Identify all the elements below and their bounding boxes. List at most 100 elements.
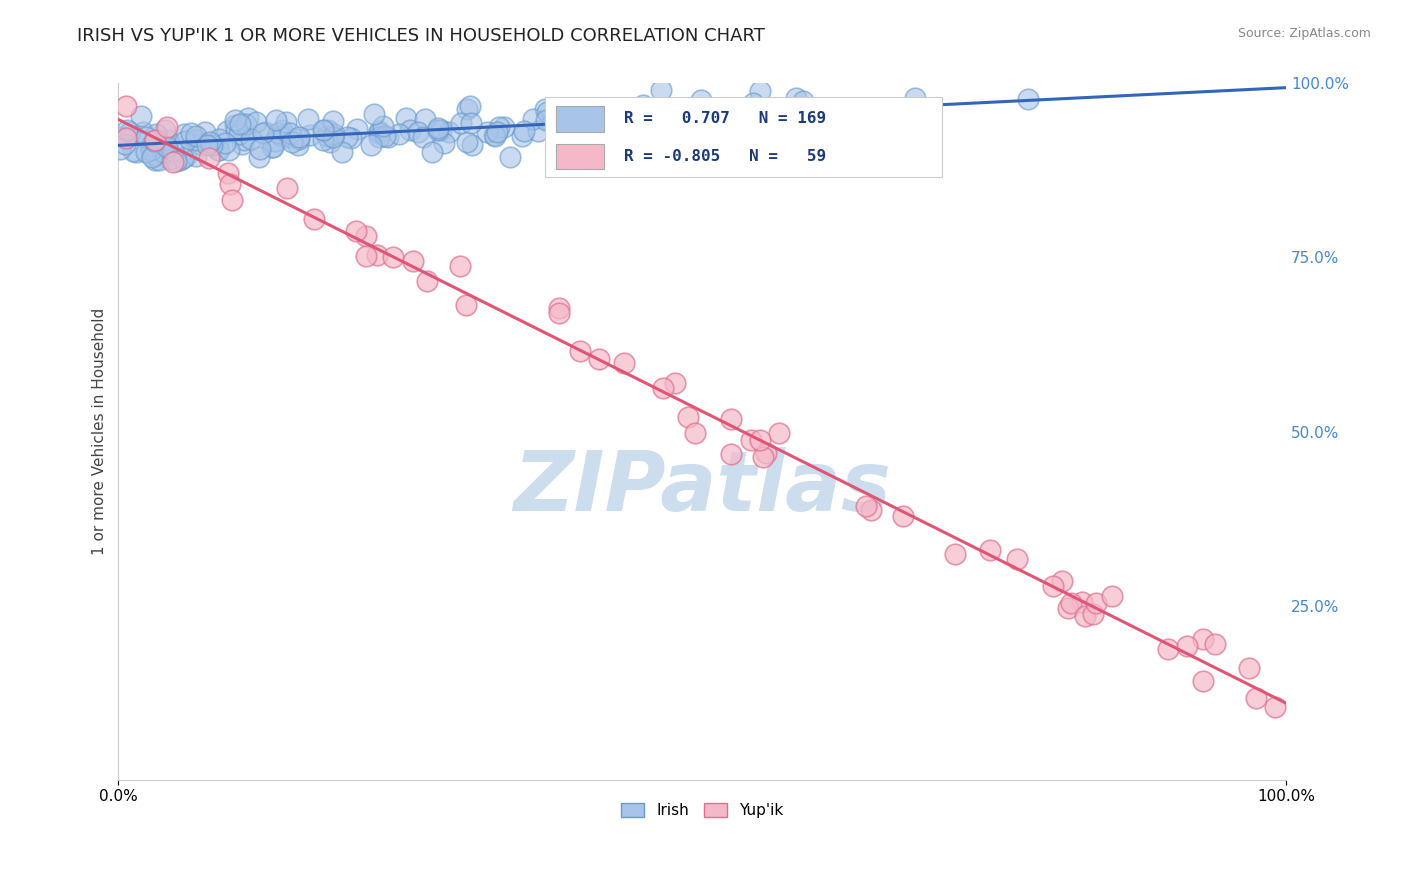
Point: [276, 181, 298, 195]
Point: [297, 112, 319, 126]
Point: [129, 110, 152, 124]
Point: [485, 125, 508, 139]
Text: ZIPatlas: ZIPatlas: [513, 447, 891, 528]
Point: [143, 133, 166, 147]
Point: [650, 83, 672, 97]
Point: [344, 224, 367, 238]
Point: [668, 104, 690, 119]
Point: [477, 125, 499, 139]
Point: [720, 412, 742, 426]
Point: [554, 121, 576, 136]
Point: [740, 433, 762, 447]
Point: [1156, 642, 1178, 657]
Point: [1175, 640, 1198, 654]
Point: [1005, 551, 1028, 566]
Point: [260, 140, 283, 154]
Point: [139, 143, 162, 157]
Point: [810, 112, 832, 127]
Point: [534, 112, 557, 127]
Point: [433, 136, 456, 150]
Point: [943, 547, 966, 561]
Point: [553, 117, 575, 131]
Point: [214, 136, 236, 150]
Point: [245, 115, 267, 129]
Point: [755, 446, 778, 460]
Point: [412, 130, 434, 145]
Point: [748, 433, 770, 447]
Point: [322, 130, 344, 145]
Point: [302, 212, 325, 227]
Point: [336, 130, 359, 145]
Point: [156, 120, 179, 135]
Point: [198, 136, 221, 150]
Point: [630, 117, 652, 131]
Point: [153, 123, 176, 137]
Point: [195, 137, 218, 152]
Point: [574, 111, 596, 125]
Point: [655, 109, 678, 123]
Point: [218, 143, 240, 157]
Point: [685, 425, 707, 440]
Point: [125, 145, 148, 160]
Point: [830, 102, 852, 116]
Point: [613, 356, 636, 370]
Point: [148, 153, 170, 167]
Point: [172, 151, 194, 165]
Point: [236, 111, 259, 125]
Point: [132, 125, 155, 139]
Point: [456, 102, 478, 116]
Point: [228, 128, 250, 142]
Point: [1018, 91, 1040, 105]
Point: [108, 142, 131, 156]
Point: [249, 142, 271, 156]
Point: [264, 134, 287, 148]
Point: [593, 123, 616, 137]
Point: [208, 143, 231, 157]
Point: [314, 123, 336, 137]
Point: [855, 499, 877, 513]
Point: [1057, 601, 1080, 615]
Point: [312, 123, 335, 137]
Point: [229, 117, 252, 131]
Point: [281, 135, 304, 149]
Point: [269, 128, 291, 142]
Point: [1192, 673, 1215, 688]
Point: [1074, 608, 1097, 623]
Point: [540, 116, 562, 130]
Point: [231, 136, 253, 151]
Point: [647, 127, 669, 141]
Point: [239, 132, 262, 146]
Point: [157, 133, 180, 147]
Point: [271, 123, 294, 137]
Point: [201, 138, 224, 153]
Point: [742, 96, 765, 111]
Point: [276, 130, 298, 145]
Point: [143, 147, 166, 161]
Point: [1237, 661, 1260, 675]
Point: [367, 126, 389, 140]
Point: [717, 121, 740, 136]
Point: [513, 124, 536, 138]
Point: [1050, 574, 1073, 588]
Point: [135, 129, 157, 144]
Point: [217, 166, 239, 180]
Point: [522, 112, 544, 127]
Point: [381, 250, 404, 264]
Point: [527, 124, 550, 138]
Point: [456, 135, 478, 149]
Point: [664, 376, 686, 391]
Point: [274, 115, 297, 129]
Point: [644, 103, 666, 118]
Point: [613, 120, 636, 135]
Point: [1085, 596, 1108, 610]
Point: [316, 122, 339, 136]
Point: [1204, 637, 1226, 651]
Point: [122, 144, 145, 158]
Point: [897, 107, 920, 121]
Point: [115, 130, 138, 145]
Point: [631, 97, 654, 112]
Point: [416, 274, 439, 288]
Point: [752, 450, 775, 464]
Point: [371, 119, 394, 133]
Point: [562, 120, 585, 135]
